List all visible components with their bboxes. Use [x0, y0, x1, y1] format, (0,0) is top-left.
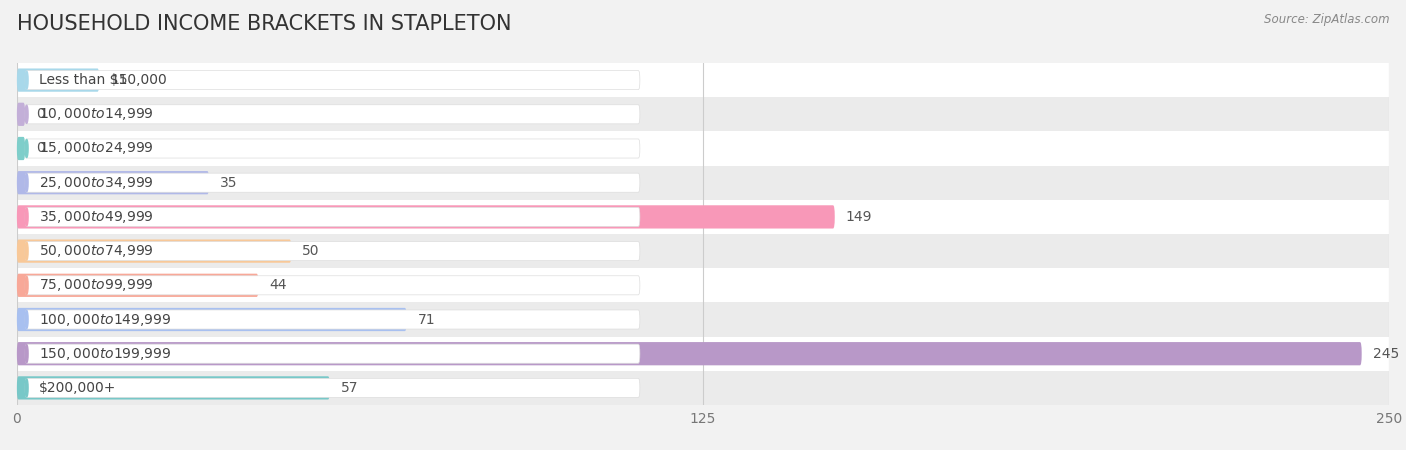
Circle shape: [25, 379, 28, 397]
Text: 35: 35: [219, 176, 238, 190]
FancyBboxPatch shape: [25, 71, 640, 90]
FancyBboxPatch shape: [25, 173, 640, 192]
FancyBboxPatch shape: [17, 376, 330, 400]
FancyBboxPatch shape: [17, 68, 100, 92]
Text: Less than $10,000: Less than $10,000: [39, 73, 167, 87]
Bar: [17, 63, 1389, 97]
Text: $15,000 to $24,999: $15,000 to $24,999: [39, 140, 153, 157]
Text: $25,000 to $34,999: $25,000 to $34,999: [39, 175, 153, 191]
Text: $100,000 to $149,999: $100,000 to $149,999: [39, 311, 172, 328]
FancyBboxPatch shape: [17, 308, 406, 331]
Text: 0: 0: [37, 141, 45, 156]
Bar: [17, 337, 1389, 371]
Text: 71: 71: [418, 312, 436, 327]
Bar: [17, 302, 1389, 337]
Bar: [17, 371, 1389, 405]
FancyBboxPatch shape: [25, 310, 640, 329]
Bar: [17, 97, 1389, 131]
FancyBboxPatch shape: [25, 242, 640, 261]
Text: 57: 57: [340, 381, 359, 395]
Circle shape: [25, 140, 28, 158]
Text: 15: 15: [110, 73, 128, 87]
FancyBboxPatch shape: [25, 344, 640, 363]
Bar: [17, 131, 1389, 166]
FancyBboxPatch shape: [25, 139, 640, 158]
FancyBboxPatch shape: [17, 239, 291, 263]
Text: 245: 245: [1372, 346, 1399, 361]
FancyBboxPatch shape: [17, 137, 25, 160]
Text: $200,000+: $200,000+: [39, 381, 117, 395]
Text: Source: ZipAtlas.com: Source: ZipAtlas.com: [1264, 14, 1389, 27]
FancyBboxPatch shape: [17, 205, 835, 229]
Text: $150,000 to $199,999: $150,000 to $199,999: [39, 346, 172, 362]
Text: 0: 0: [37, 107, 45, 122]
Circle shape: [25, 208, 28, 226]
Text: 44: 44: [270, 278, 287, 293]
Circle shape: [25, 345, 28, 363]
Bar: [17, 234, 1389, 268]
Bar: [17, 268, 1389, 302]
FancyBboxPatch shape: [25, 276, 640, 295]
Circle shape: [25, 310, 28, 328]
Circle shape: [25, 276, 28, 294]
Circle shape: [25, 242, 28, 260]
FancyBboxPatch shape: [25, 105, 640, 124]
Text: 149: 149: [846, 210, 872, 224]
Text: $10,000 to $14,999: $10,000 to $14,999: [39, 106, 153, 122]
FancyBboxPatch shape: [25, 378, 640, 397]
Circle shape: [25, 174, 28, 192]
Text: $50,000 to $74,999: $50,000 to $74,999: [39, 243, 153, 259]
FancyBboxPatch shape: [17, 103, 25, 126]
Circle shape: [25, 105, 28, 123]
Bar: [17, 166, 1389, 200]
Text: $35,000 to $49,999: $35,000 to $49,999: [39, 209, 153, 225]
Circle shape: [25, 71, 28, 89]
Text: 50: 50: [302, 244, 319, 258]
Text: HOUSEHOLD INCOME BRACKETS IN STAPLETON: HOUSEHOLD INCOME BRACKETS IN STAPLETON: [17, 14, 512, 33]
FancyBboxPatch shape: [17, 274, 259, 297]
FancyBboxPatch shape: [17, 342, 1361, 365]
Bar: [17, 200, 1389, 234]
FancyBboxPatch shape: [17, 171, 209, 194]
FancyBboxPatch shape: [25, 207, 640, 226]
Text: $75,000 to $99,999: $75,000 to $99,999: [39, 277, 153, 293]
